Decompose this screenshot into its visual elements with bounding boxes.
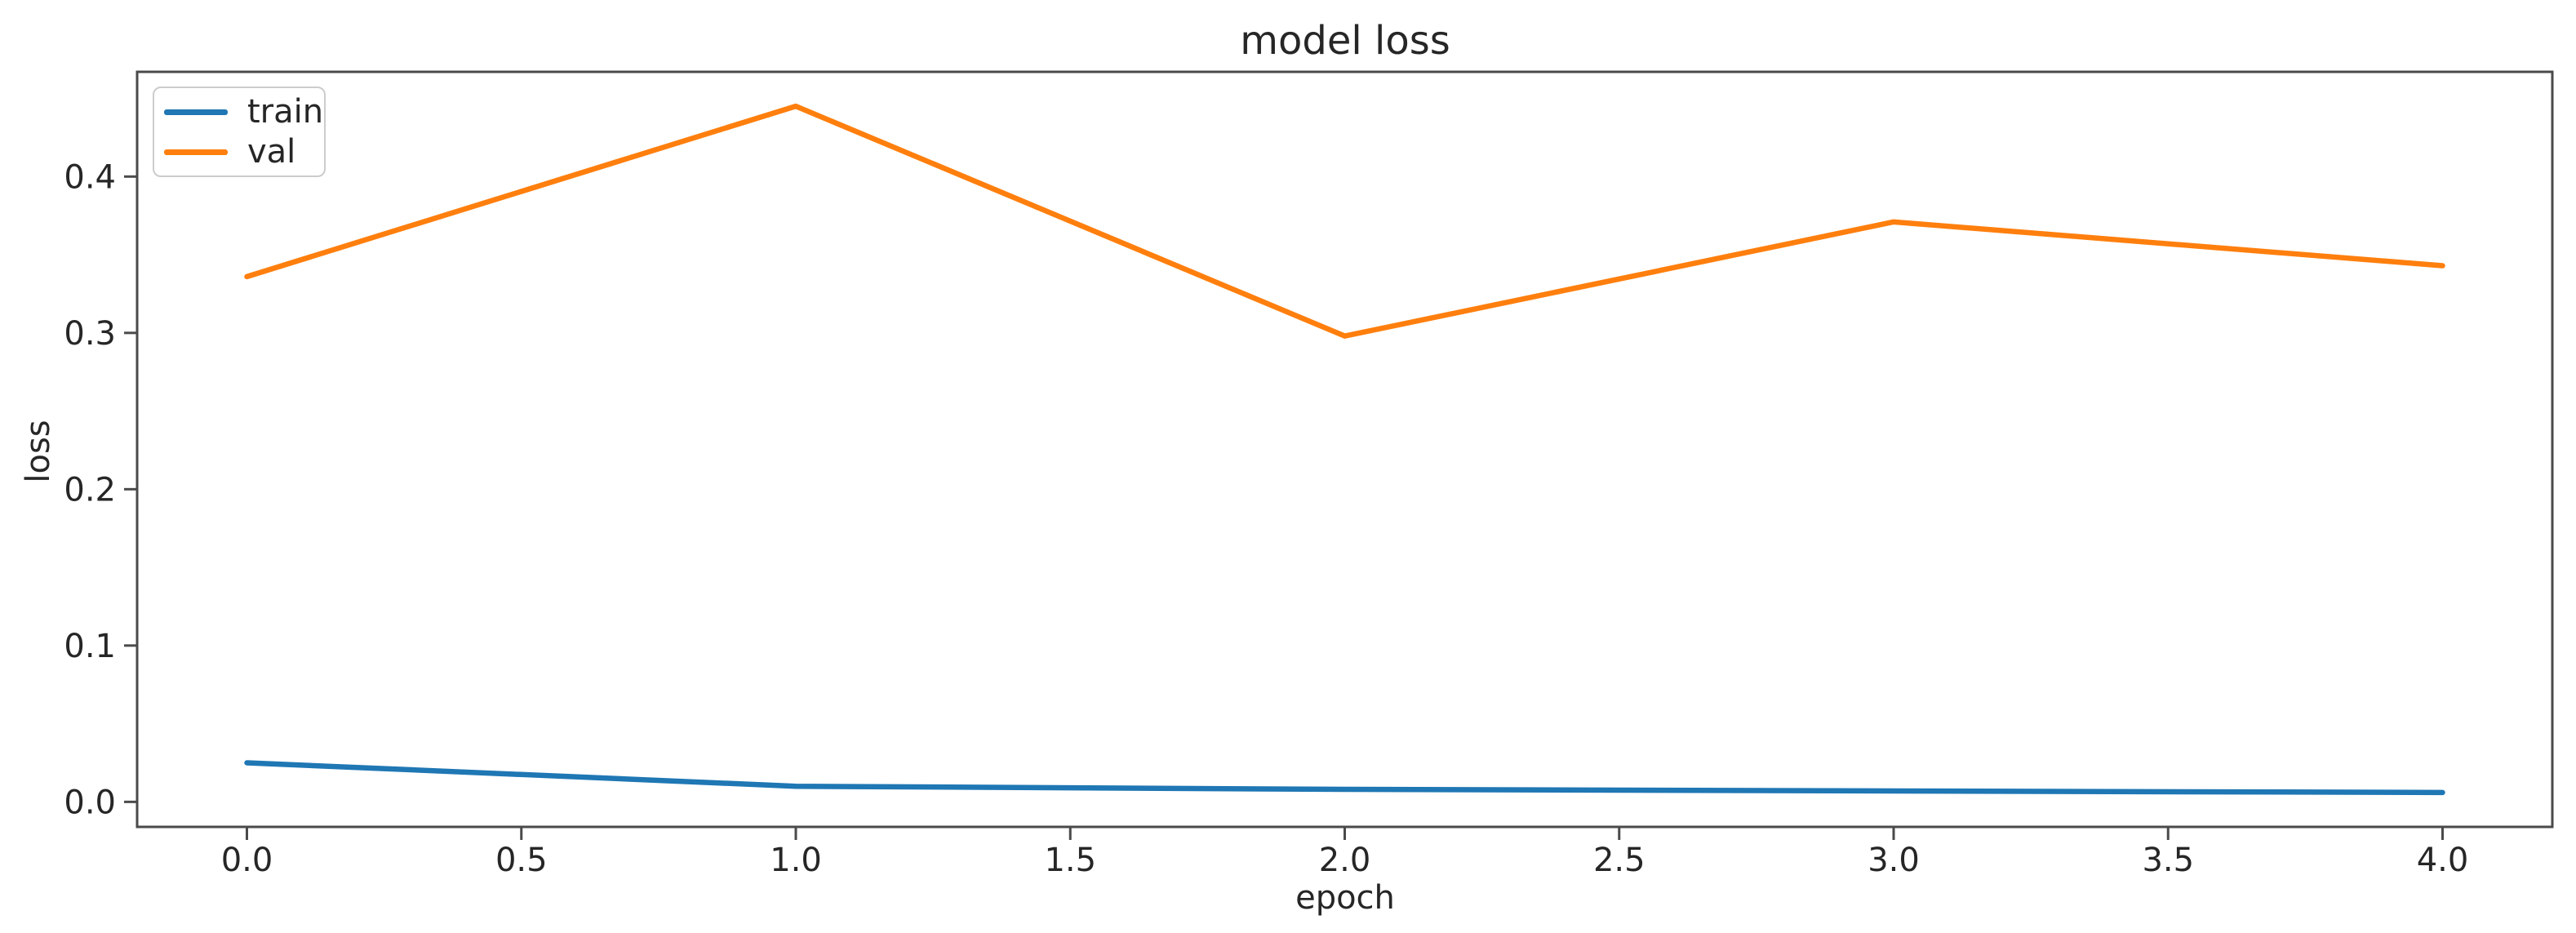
- chart-title: model loss: [1240, 18, 1450, 64]
- train-line-swatch: [164, 109, 228, 115]
- x-tick-label: 0.5: [495, 842, 548, 879]
- series-line-train: [244, 760, 2445, 796]
- plot-border: [135, 70, 2554, 829]
- y-tick-label: 0.2: [64, 471, 116, 509]
- x-tick-label: 3.5: [2142, 842, 2194, 879]
- x-tick-label: 2.5: [1593, 842, 1646, 879]
- x-tick-label: 2.0: [1319, 842, 1371, 879]
- x-axis-label: epoch: [1295, 879, 1395, 917]
- y-tick-label: 0.4: [64, 158, 116, 196]
- y-tick-label: 0.0: [64, 784, 116, 821]
- x-tick-label: 4.0: [2417, 842, 2469, 879]
- x-tick-label: 1.0: [770, 842, 822, 879]
- legend: train val: [153, 87, 326, 177]
- plot-area: 0.0 0.5 1.0 1.5 2.0 2.5 3.0 3.5 4.0 0.0 0.1 0.2 0.3 0…: [64, 70, 2554, 879]
- legend-label-val: val: [247, 133, 296, 171]
- x-tick-label: 0.0: [221, 842, 273, 879]
- x-tick-label: 1.5: [1044, 842, 1096, 879]
- legend-entry-train: train: [154, 94, 324, 130]
- y-tick-label: 0.3: [64, 315, 116, 353]
- x-tick-label: 3.0: [1868, 842, 1920, 879]
- legend-label-train: train: [247, 93, 324, 131]
- series-line-val: [244, 103, 2445, 339]
- legend-entry-val: val: [154, 134, 324, 170]
- val-line-swatch: [164, 149, 228, 155]
- y-axis-label: loss: [20, 420, 57, 482]
- y-tick-label: 0.1: [64, 628, 116, 665]
